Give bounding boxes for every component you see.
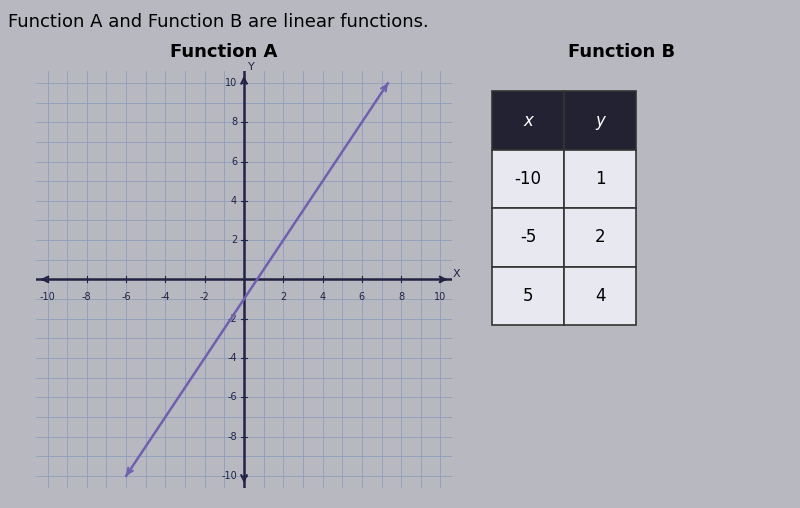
Text: X: X [452, 269, 460, 279]
Text: Function B: Function B [568, 43, 675, 61]
Text: 10: 10 [225, 78, 237, 88]
Text: Y: Y [247, 62, 254, 72]
Text: 10: 10 [434, 292, 446, 302]
Text: 4: 4 [319, 292, 326, 302]
Text: 8: 8 [398, 292, 404, 302]
Text: x: x [523, 112, 533, 130]
Text: -4: -4 [227, 353, 237, 363]
Text: 8: 8 [231, 117, 237, 127]
Text: -8: -8 [227, 432, 237, 441]
Text: -10: -10 [40, 292, 55, 302]
Text: 4: 4 [231, 196, 237, 206]
Text: 2: 2 [231, 235, 237, 245]
Text: 2: 2 [280, 292, 286, 302]
Text: 5: 5 [522, 287, 534, 305]
Text: Function A: Function A [170, 43, 278, 61]
Text: -6: -6 [122, 292, 131, 302]
Text: 6: 6 [359, 292, 365, 302]
Text: Function A and Function B are linear functions.: Function A and Function B are linear fun… [8, 13, 429, 30]
Text: 1: 1 [594, 170, 606, 188]
Text: -8: -8 [82, 292, 92, 302]
Text: -10: -10 [514, 170, 542, 188]
Text: -5: -5 [520, 229, 536, 246]
Text: -6: -6 [227, 392, 237, 402]
Text: y: y [595, 112, 605, 130]
Text: -4: -4 [161, 292, 170, 302]
Text: -10: -10 [222, 471, 237, 481]
Text: 2: 2 [594, 229, 606, 246]
Text: -2: -2 [227, 314, 237, 324]
Text: 6: 6 [231, 156, 237, 167]
Text: -2: -2 [200, 292, 210, 302]
Text: 4: 4 [594, 287, 606, 305]
